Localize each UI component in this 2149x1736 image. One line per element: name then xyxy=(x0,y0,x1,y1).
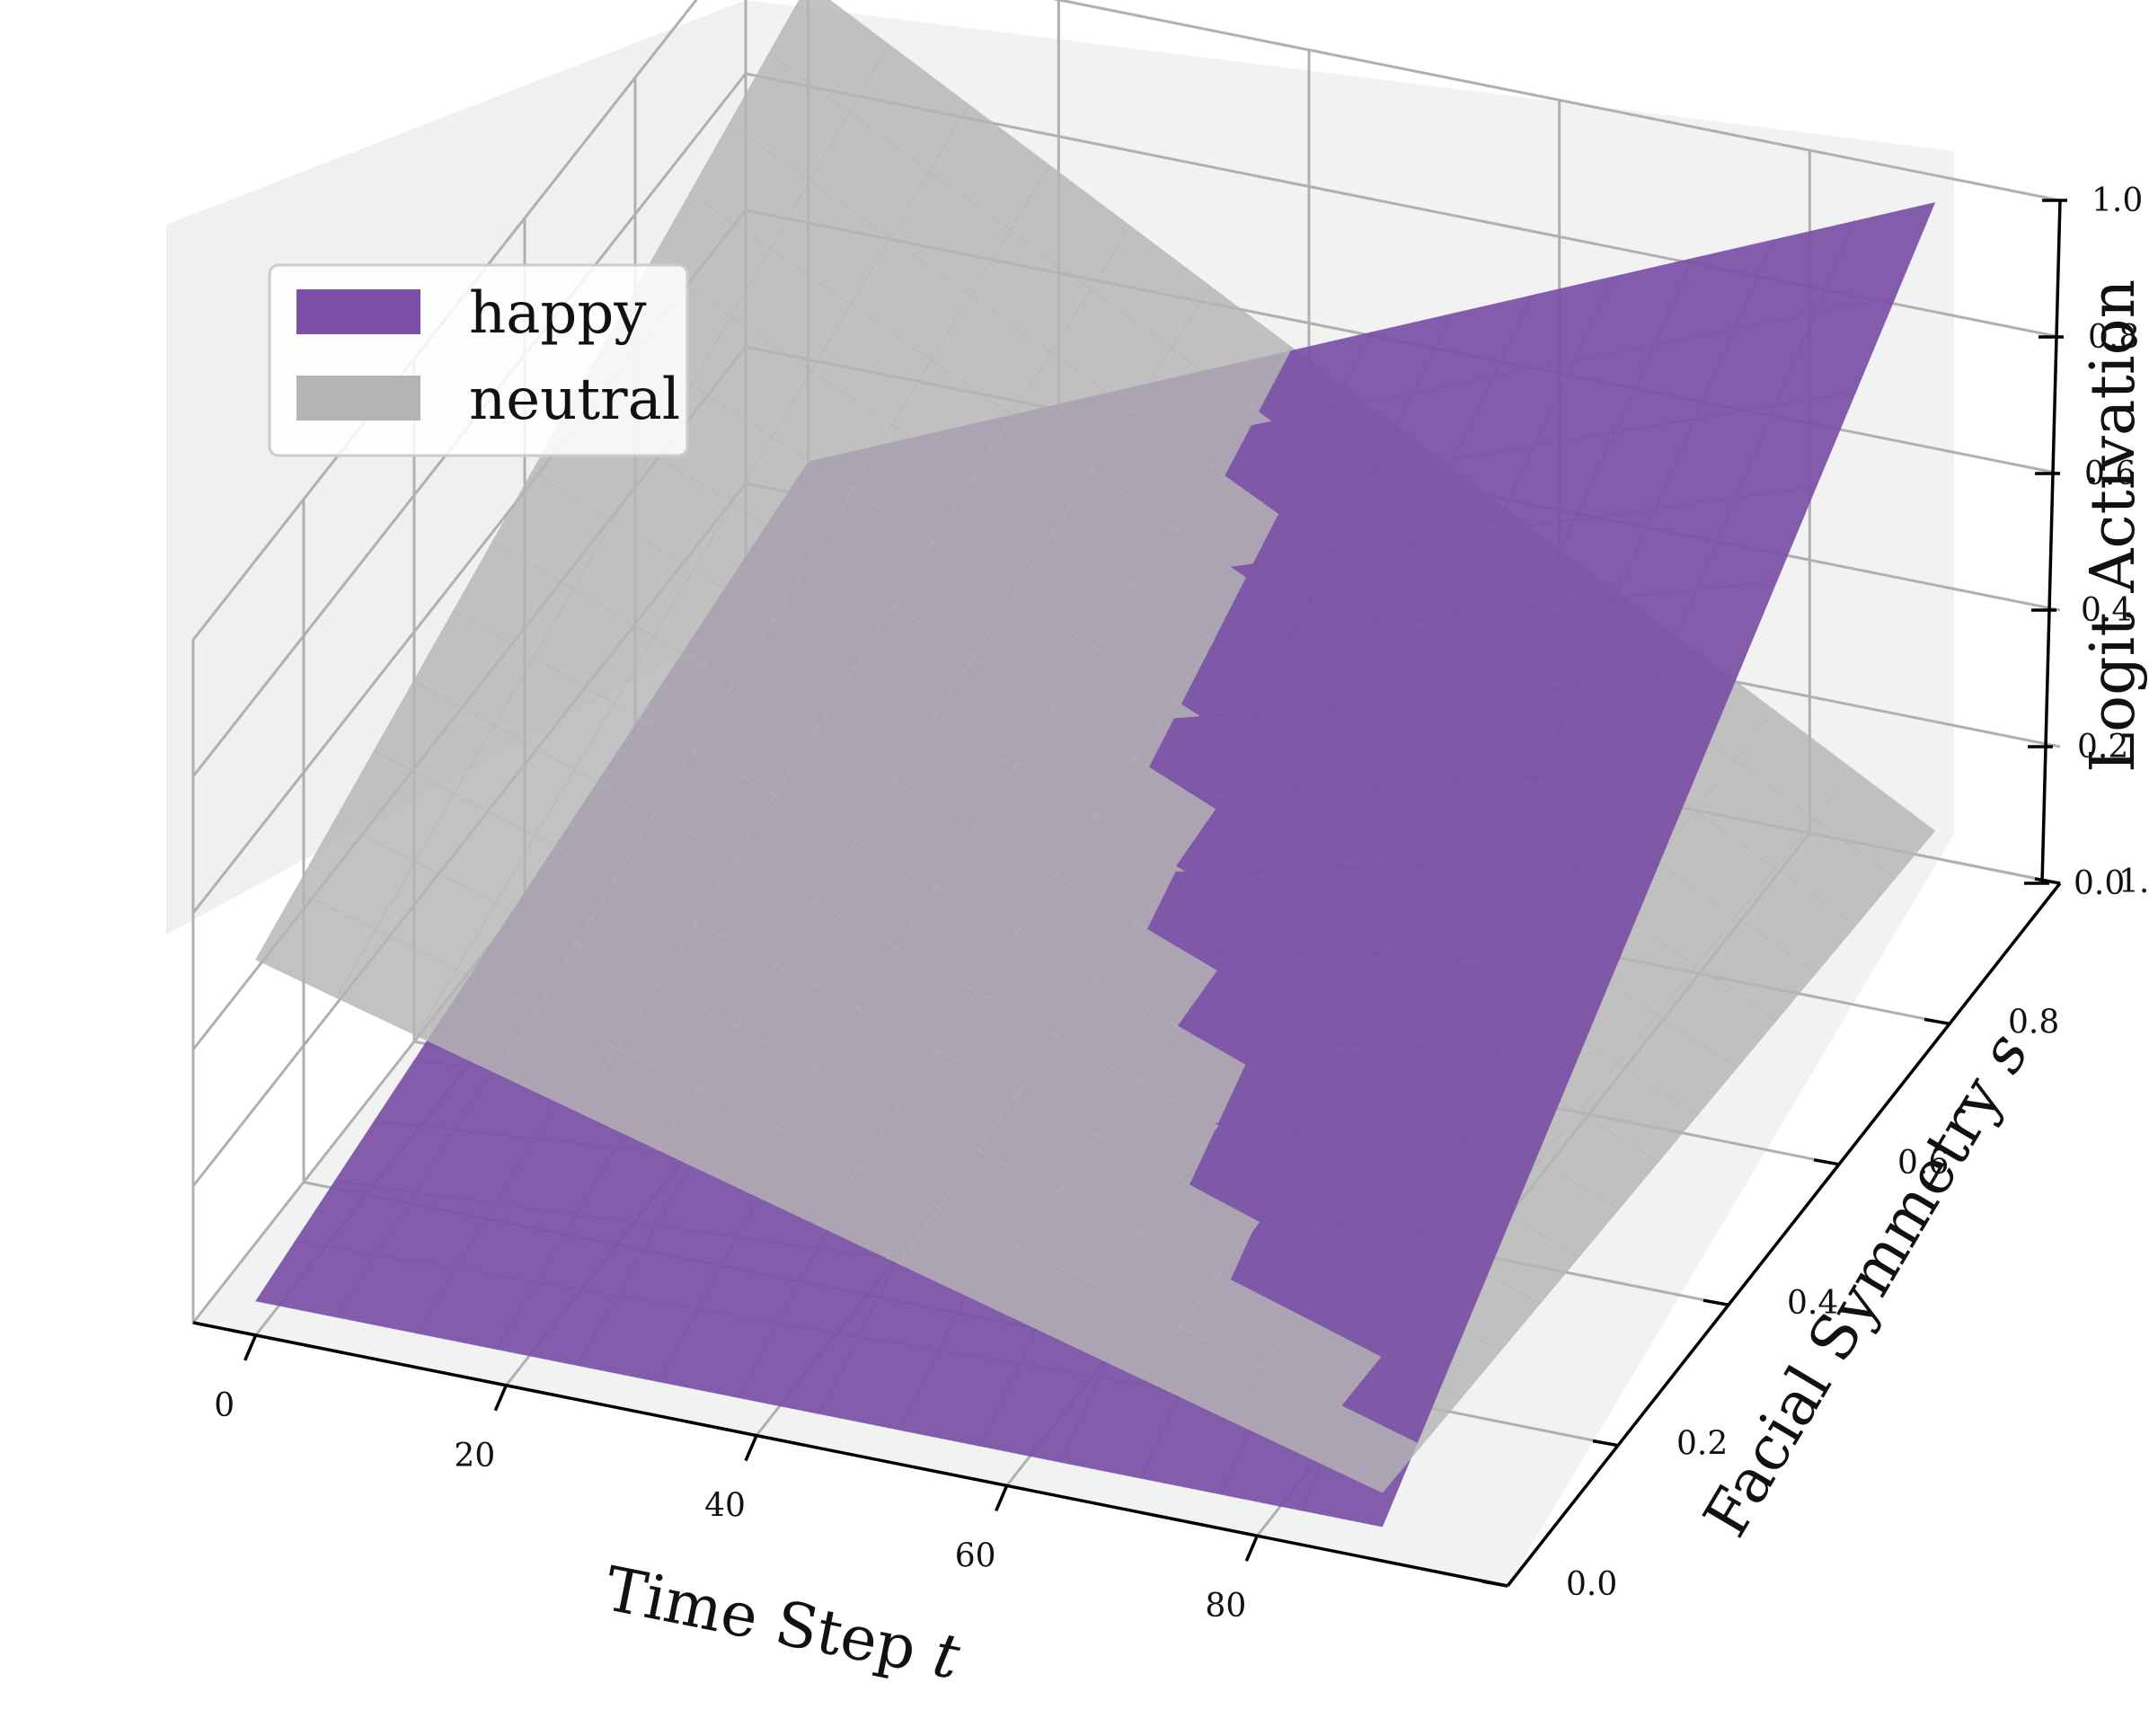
y-tick-label: 0.0 xyxy=(1566,1566,1617,1603)
x-tick xyxy=(744,1434,758,1462)
x-tick-label: 40 xyxy=(704,1488,746,1525)
y-tick xyxy=(1813,1158,1840,1166)
x-axis-label: Time Step t xyxy=(599,1554,966,1694)
z-tick-label: 0.0 xyxy=(2074,865,2125,902)
surface-patch-neutral xyxy=(255,889,376,998)
y-tick-label: 0.8 xyxy=(2008,1004,2059,1041)
y-tick-label: 0.4 xyxy=(1787,1285,1838,1322)
y-tick-label: 0.2 xyxy=(1676,1426,1728,1463)
legend-label-neutral: neutral xyxy=(469,367,680,433)
y-axis-line xyxy=(1506,881,2062,1588)
x-tick xyxy=(493,1385,508,1412)
z-tick-label: 0.2 xyxy=(2077,729,2128,766)
z-tick-label: 1.0 xyxy=(2092,182,2143,219)
z-axis-line xyxy=(2040,199,2062,884)
x-tick-label: 0 xyxy=(214,1387,234,1424)
legend: happy neutral xyxy=(268,263,689,457)
y-tick xyxy=(1592,1439,1619,1448)
y-tick xyxy=(1702,1298,1729,1306)
z-axis-label: Logit Activation xyxy=(2078,279,2149,773)
x-tick xyxy=(243,1334,258,1361)
legend-swatch-neutral xyxy=(296,376,420,421)
y-tick xyxy=(2034,877,2061,885)
z-tick-label: 0.6 xyxy=(2084,456,2136,492)
y-tick xyxy=(1923,1017,1950,1026)
z-tick-label: 0.4 xyxy=(2081,592,2132,629)
x-axis-line xyxy=(192,1321,1508,1588)
legend-label-happy: happy xyxy=(469,280,646,347)
z-tick-label: 0.8 xyxy=(2088,319,2139,356)
legend-swatch-happy xyxy=(296,289,420,334)
x-tick-label: 80 xyxy=(1205,1588,1246,1625)
x-tick-label: 60 xyxy=(955,1537,996,1574)
x-tick-label: 20 xyxy=(454,1438,495,1475)
grid-line-z xyxy=(191,72,2061,777)
axes: 0204060800.00.20.40.60.81.00.00.20.40.60… xyxy=(192,182,2149,1625)
y-tick xyxy=(1481,1580,1508,1588)
surfaces xyxy=(255,0,1936,1528)
x-tick xyxy=(1244,1535,1259,1562)
x-tick xyxy=(995,1484,1009,1512)
y-tick-label: 0.6 xyxy=(1897,1145,1949,1182)
pane-left xyxy=(166,0,746,934)
y-tick-label: 1.0 xyxy=(2118,864,2149,900)
